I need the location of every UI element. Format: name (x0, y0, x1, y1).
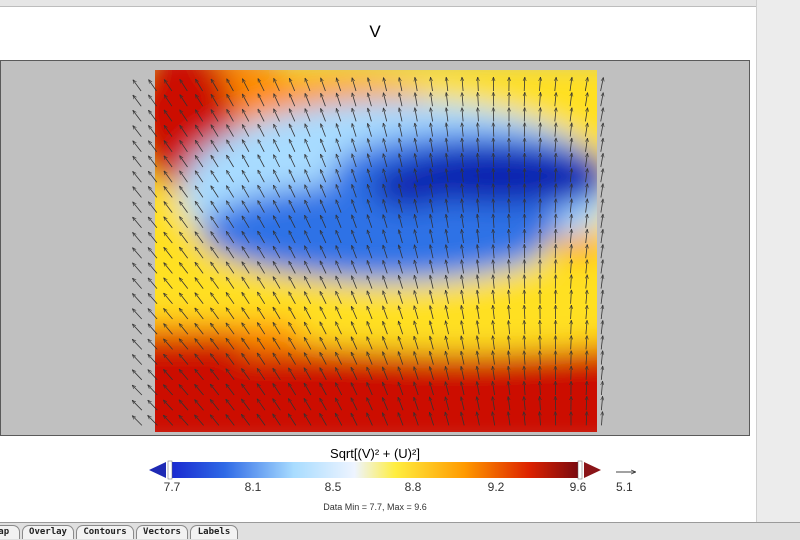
colorbar-tick-label: 8.5 (325, 480, 342, 494)
vector-arrow (601, 108, 604, 122)
vector-arrow (132, 309, 141, 319)
tab-labels[interactable]: Labels (190, 525, 238, 539)
reference-vector-label: 5.1 (616, 480, 633, 494)
vector-arrow (133, 80, 141, 91)
vector-arrow (601, 260, 603, 274)
side-panel (756, 0, 800, 539)
colorbar-tick-label: 8.1 (245, 480, 262, 494)
tab-bar: Map Overlay Contours Vectors Labels (0, 522, 800, 540)
vector-arrow (133, 217, 142, 228)
vector-arrow (133, 156, 142, 167)
vector-arrow (132, 385, 142, 395)
colorbar-tick-label: 7.7 (164, 480, 181, 494)
vector-arrow (601, 153, 603, 167)
window-top-strip (0, 0, 800, 7)
vector-arrow (132, 416, 142, 426)
colorbar-tick-label: 9.6 (570, 480, 587, 494)
data-min-max-label: Data Min = 7.7, Max = 9.6 (0, 502, 750, 512)
vector-arrow (601, 123, 604, 137)
tab-map[interactable]: Map (0, 525, 20, 539)
vector-arrow (601, 93, 604, 107)
vector-arrow (602, 411, 603, 425)
vector-arrow (601, 320, 603, 334)
vector-arrow (132, 354, 142, 364)
vector-arrow (601, 229, 603, 243)
plot-title: V (0, 22, 750, 42)
vector-arrow (133, 95, 141, 106)
colorbar-ramp (172, 462, 578, 478)
vector-arrow (601, 305, 603, 319)
vector-arrow (132, 278, 141, 289)
colorbar-under-triangle (149, 462, 166, 478)
vector-arrow (132, 293, 141, 303)
colorbar-min-marker (168, 461, 172, 479)
vector-arrow (601, 77, 604, 91)
vector-arrow (132, 324, 141, 334)
vector-arrow (601, 138, 603, 152)
vector-arrow (132, 248, 141, 259)
vector-arrow (133, 141, 142, 152)
vector-arrow (601, 381, 602, 395)
vector-arrow (133, 171, 142, 182)
vector-arrow (601, 214, 603, 228)
plot-frame (0, 60, 750, 436)
tab-contours[interactable]: Contours (76, 525, 134, 539)
vector-arrow (132, 370, 142, 380)
vector-arrow (601, 366, 602, 380)
colorbar-ticks: 7.7 8.1 8.5 8.8 9.2 9.6 (0, 480, 750, 496)
vector-arrow (133, 202, 142, 213)
vector-arrow (601, 244, 603, 258)
vector-arrow (132, 400, 142, 410)
colorbar (0, 458, 750, 482)
vector-arrow (601, 275, 603, 289)
vector-arrow (601, 351, 602, 365)
vector-arrow (133, 126, 142, 137)
vector-arrow (601, 396, 602, 410)
vector-arrow (601, 290, 603, 304)
vector-arrow (133, 232, 142, 243)
tab-overlay[interactable]: Overlay (22, 525, 74, 539)
magnitude-field (121, 61, 641, 435)
vector-arrow (133, 110, 141, 121)
colorbar-max-marker (578, 461, 582, 479)
vector-arrow (133, 187, 142, 198)
vector-arrow (132, 263, 141, 274)
vector-arrow (132, 339, 142, 349)
vector-field-plot (1, 61, 749, 435)
colorbar-over-triangle (584, 462, 601, 478)
vector-arrow (601, 336, 603, 350)
tab-vectors[interactable]: Vectors (136, 525, 188, 539)
colorbar-tick-label: 9.2 (488, 480, 505, 494)
vector-arrow (601, 168, 603, 182)
vector-arrow (601, 184, 603, 198)
colorbar-tick-label: 8.8 (405, 480, 422, 494)
vector-arrow (601, 199, 603, 213)
